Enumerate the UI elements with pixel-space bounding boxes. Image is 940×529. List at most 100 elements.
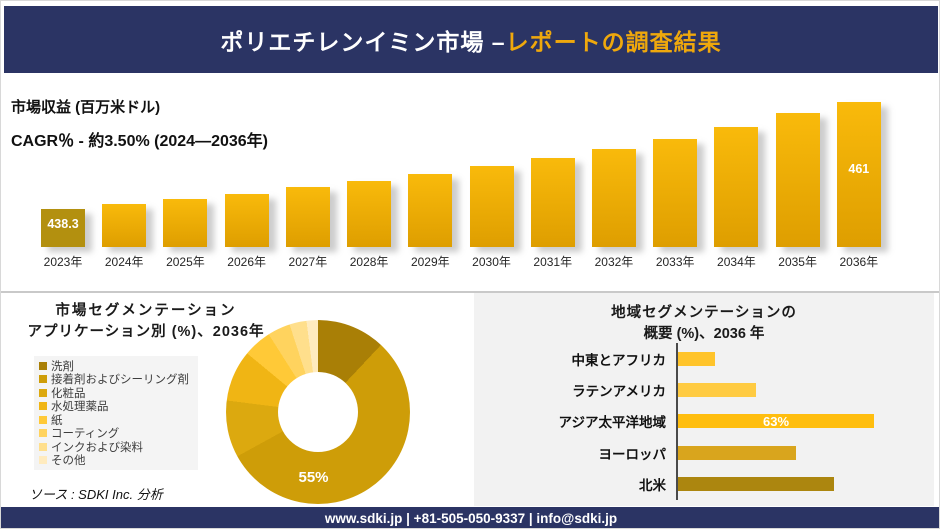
regional-bar [678,383,756,398]
regional-category-label: 北米 [639,478,666,494]
revenue-bar-value-label: 438.3 [47,217,79,231]
regional-bars: 63% [676,343,930,500]
revenue-x-tick-label: 2033年 [655,255,695,269]
donut-data-label: 55% [298,469,329,486]
regional-bar-value-label: 63% [762,413,790,429]
regional-bar-row [678,374,930,405]
revenue-bar [591,149,636,247]
page-title-white: ポリエチレンイミン市場 – [220,28,506,55]
revenue-bar [163,199,208,247]
revenue-bar-value-label: 461 [848,162,870,176]
revenue-bar [714,127,759,247]
revenue-cagr-label: CAGR％ - 約3.50% (2024―2036年) [11,133,268,150]
revenue-bar-chart: 438.3 461 [41,101,881,247]
legend-item: その他 [39,454,193,468]
segmentation-title: 市場セグメンテーション [55,303,237,319]
revenue-bar [347,181,392,247]
regional-bar [678,351,715,366]
revenue-x-tick-label: 2029年 [410,255,450,269]
regional-label-row: アジア太平洋地域 [474,406,676,437]
regional-bar-row [678,343,930,374]
regional-category-label: アジア太平洋地域 [558,415,666,431]
regional-title-line1: 地域セグメンテーションの [611,305,797,321]
revenue-x-tick-label: 2027年 [288,255,328,269]
revenue-x-tick-label: 2023年 [43,255,83,269]
revenue-x-tick-label: 2030年 [472,255,511,269]
legend-item-label: インクおよび染料 [51,441,143,454]
regional-bar: 63% [678,413,874,429]
donut-hole [278,372,358,452]
revenue-bar [469,166,514,247]
legend-swatch [39,415,47,424]
regional-bar [678,445,796,460]
revenue-bar: 461 [836,102,881,247]
donut-chart: 55% [226,320,410,504]
regional-bar-row: 63% [678,406,930,437]
revenue-bar [775,113,820,247]
revenue-x-tick-label: 2031年 [533,255,573,269]
header: ポリエチレンイミン市場 –レポートの調査結果 [4,6,938,73]
revenue-bar [653,139,698,247]
footer: www.sdki.jp | +81-505-050-9337 | info@sd… [1,507,939,528]
regional-bar [678,477,834,492]
revenue-x-tick-label: 2035年 [778,255,817,269]
page-title: ポリエチレンイミン市場 –レポートの調査結果 [220,23,721,57]
section-divider [1,291,939,293]
legend-item: インクおよび染料 [39,440,193,454]
segmentation-subtitle: アプリケーション別 (%)、2036年 [27,324,265,340]
regional-label-row: 中東とアフリカ [474,343,676,374]
legend-swatch [39,456,47,465]
regional-category-label: ラテンアメリカ [572,384,666,400]
revenue-x-tick-label: 2028年 [349,255,389,269]
legend-swatch [39,388,47,397]
legend-swatch [39,402,47,411]
regional-bar-chart: 中東とアフリカ ラテンアメリカアジア太平洋地域ヨーロッパ北米 63% [474,343,930,500]
legend-item: 紙 [39,413,193,427]
legend-item-label: コーティング [51,428,120,441]
revenue-bar: 438.3 [41,209,85,247]
revenue-bar [530,158,575,247]
revenue-bar [285,187,330,247]
footer-contact-text: www.sdki.jp | +81-505-050-9337 | info@sd… [324,511,618,526]
legend-item: コーティング [39,427,193,441]
legend-swatch [39,429,47,438]
segmentation-legend: 洗剤 接着剤およびシーリング剤 化粧品 水処理薬品紙コーティング インクおよび染料 その他 [34,356,198,470]
revenue-x-tick-label: 2025年 [166,255,205,269]
legend-item: 洗剤 [39,359,193,373]
legend-item-label: 水処理薬品 [51,401,109,414]
legend-item-label: 接着剤およびシーリング剤 [51,374,189,387]
revenue-x-tick-label: 2036年 [839,255,879,269]
regional-bar-row [678,469,930,500]
revenue-bar [224,194,269,247]
legend-item: 化粧品 [39,386,193,400]
legend-item: 接着剤およびシーリング剤 [39,373,193,387]
regional-label-row: ヨーロッパ [474,437,676,468]
legend-item-label: 洗剤 [51,360,74,373]
legend-item: 水処理薬品 [39,400,193,414]
revenue-x-tick-label: 2034年 [717,255,756,269]
revenue-x-tick-label: 2032年 [594,255,634,269]
legend-swatch [39,375,47,384]
page-title-gold: レポートの調査結果 [505,28,722,55]
regional-bar-row [678,437,930,468]
legend-item-label: 化粧品 [51,387,86,400]
legend-item-label: 紙 [51,414,63,427]
regional-category-label: ヨーロッパ [598,446,667,462]
regional-label-row: 北米 [474,469,676,500]
revenue-metric-label: 市場収益 (百万米ドル) [11,99,161,116]
source-label: ソース : SDKI Inc. 分析 [29,487,163,502]
regional-title-line2: 概要 (%)、2036 年 [643,326,765,342]
legend-swatch [39,442,47,451]
revenue-x-axis-labels: 2023年 2024年 2025年 2026年 2027年 2028年 2029年 2030年… [41,253,881,270]
regional-category-labels: 中東とアフリカ ラテンアメリカアジア太平洋地域ヨーロッパ北米 [474,343,676,500]
legend-swatch [39,361,47,370]
revenue-bar [102,204,147,247]
regional-category-label: 中東とアフリカ [571,352,667,368]
segmentation-panel: 市場セグメンテーション アプリケーション別 (%)、2036年 洗剤 接着剤および… [1,293,471,506]
regional-panel: 地域セグメンテーションの 概要 (%)、2036 年 中東とアフリカ ラテンアメリ… [474,293,934,506]
legend-item-label: その他 [51,455,86,468]
revenue-x-tick-label: 2024年 [104,255,144,269]
revenue-x-tick-label: 2026年 [227,255,266,269]
regional-label-row: ラテンアメリカ [474,374,676,405]
